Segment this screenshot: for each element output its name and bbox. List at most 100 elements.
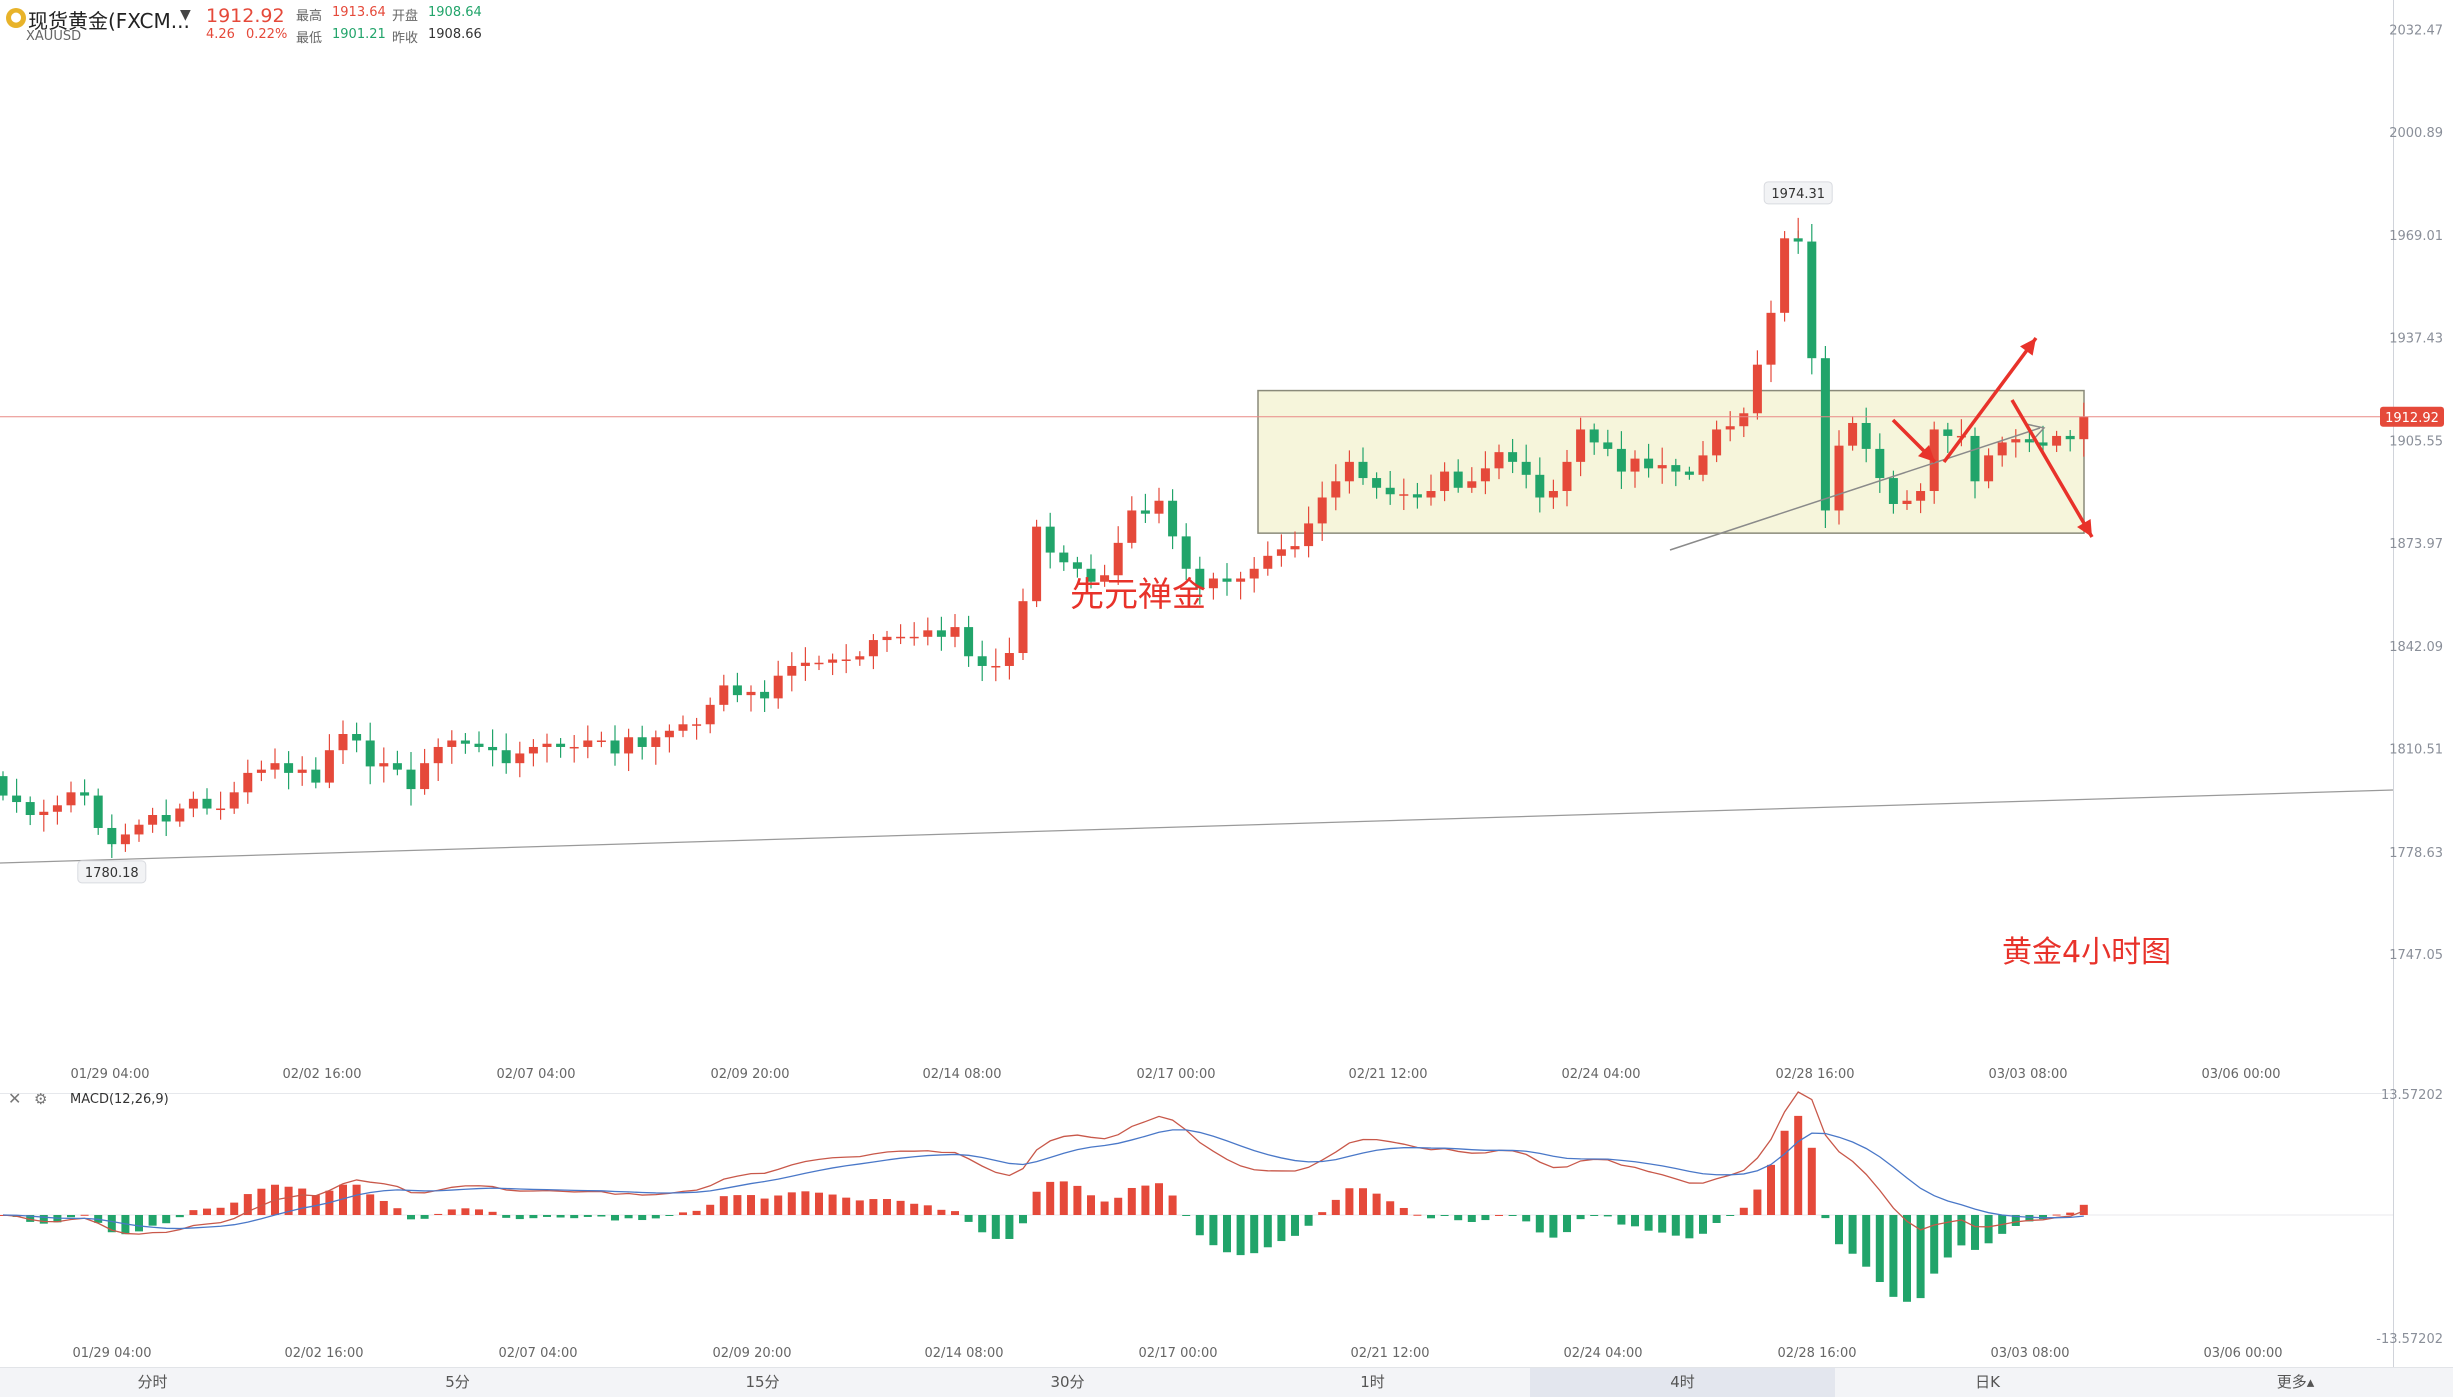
candle-body — [719, 685, 729, 705]
candle-body — [692, 724, 702, 726]
macd-histogram-bar — [570, 1215, 579, 1219]
macd-histogram-bar — [1399, 1207, 1408, 1215]
price-change: 4.26 — [206, 27, 235, 42]
candle-body — [216, 808, 226, 811]
macd-histogram-bar — [1712, 1215, 1721, 1223]
macd-histogram-bar — [556, 1215, 565, 1218]
chevron-down-icon[interactable]: ▼ — [180, 7, 191, 23]
y-tick-label: 1937.43 — [2389, 331, 2443, 346]
instrument-name[interactable]: 现货黄金(FXCM... — [28, 9, 190, 33]
macd-histogram-bar — [1127, 1187, 1136, 1215]
macd-histogram-bar — [624, 1215, 633, 1219]
macd-histogram-bar — [1699, 1215, 1707, 1234]
arrow-up-breakout — [1942, 336, 2038, 464]
candle-body — [1385, 487, 1395, 495]
current-price-tag-label: 1912.92 — [2385, 411, 2439, 426]
macd-histogram-bar — [2011, 1215, 2020, 1226]
candle-body — [2024, 439, 2034, 443]
candle-body — [2038, 442, 2048, 446]
stat-label-low: 最低 — [296, 31, 323, 46]
macd-histogram-bar — [1875, 1215, 1884, 1283]
candle-body — [1440, 471, 1450, 492]
macd-histogram-bar — [379, 1200, 388, 1215]
candle-body — [1222, 578, 1232, 582]
gold-coin-icon: ● — [6, 8, 26, 28]
tab-30min[interactable]: 30分 — [1050, 1373, 1085, 1391]
macd-histogram-bar — [1141, 1185, 1150, 1215]
instrument-header: ● 现货黄金(FXCM... ▼ XAUUSD 1912.92 4.26 0.2… — [0, 0, 700, 50]
tab-15min[interactable]: 15分 — [745, 1373, 780, 1391]
macd-histogram-bar — [1794, 1115, 1803, 1215]
candle-body — [148, 815, 158, 825]
macd-x-tick-label: 02/24 04:00 — [1563, 1346, 1642, 1361]
candle-body — [1861, 422, 1871, 449]
candle-body — [352, 734, 362, 741]
candle-body — [1100, 575, 1110, 582]
candle-body — [923, 630, 933, 637]
macd-histogram-bar — [529, 1215, 538, 1219]
macd-dea-line — [2, 1129, 2084, 1230]
macd-x-tick-label: 02/02 16:00 — [284, 1346, 363, 1361]
candle-body — [1616, 448, 1626, 472]
macd-histogram-bar — [1440, 1215, 1449, 1216]
macd-histogram-bar — [991, 1215, 1000, 1239]
candle-body — [678, 724, 688, 731]
candle-body — [1004, 653, 1014, 666]
candle-body — [868, 640, 878, 657]
rising-trendline — [1669, 427, 2041, 551]
macd-histogram-bar — [910, 1203, 919, 1215]
macd-histogram-bar — [203, 1208, 211, 1215]
candle-body — [1684, 471, 1694, 475]
candle-body — [1766, 312, 1776, 365]
x-tick-label: 02/28 16:00 — [1775, 1067, 1854, 1082]
candle-body — [93, 795, 103, 828]
tab-1min[interactable]: 分时 — [137, 1373, 168, 1391]
macd-histogram-bar — [611, 1215, 619, 1221]
macd-histogram-bar — [679, 1212, 687, 1215]
candle-body — [1208, 578, 1218, 589]
macd-histogram-bar — [733, 1195, 742, 1215]
last-price: 1912.92 — [206, 5, 285, 27]
y-tick-label: 1969.01 — [2389, 229, 2443, 244]
macd-histogram-bar — [855, 1200, 864, 1215]
timeframe-tab-bar: 分时 5分 15分 30分 1时 4时 日K 更多▴ — [0, 1367, 2453, 1397]
macd-histogram-bar — [1957, 1215, 1966, 1246]
candle-body — [1576, 429, 1586, 462]
candlestick-chart[interactable]: 2032.47 2000.89 1969.01 1937.43 1905.55 1873.… — [0, 0, 2453, 1367]
macd-histogram-bar — [298, 1188, 307, 1215]
macd-histogram-bar — [1753, 1189, 1762, 1215]
tab-more[interactable]: 更多▴ — [2276, 1373, 2315, 1391]
tab-4hour[interactable]: 4时 — [1530, 1368, 1835, 1397]
macd-histogram-bar — [1100, 1201, 1109, 1215]
macd-histogram-bar — [1263, 1215, 1272, 1248]
candle-body — [896, 636, 906, 639]
macd-histogram-bar — [1658, 1215, 1667, 1233]
chart-note-text: 黄金4小时图 — [2002, 935, 2171, 970]
candle-body — [1644, 458, 1654, 469]
tab-5min[interactable]: 5分 — [445, 1373, 470, 1391]
candle-body — [1168, 500, 1178, 537]
candle-body — [1725, 426, 1735, 430]
macd-histogram-bar — [243, 1194, 252, 1215]
candle-body — [936, 630, 946, 637]
candle-body — [270, 763, 280, 770]
candle-body — [447, 740, 457, 747]
macd-histogram-bar — [543, 1215, 551, 1217]
x-tick-label: 01/29 04:00 — [70, 1067, 149, 1082]
macd-histogram-bar — [1767, 1164, 1775, 1215]
macd-histogram-bar — [1291, 1215, 1299, 1236]
macd-histogram-bar — [67, 1215, 75, 1218]
macd-histogram-bar — [883, 1199, 891, 1215]
macd-histogram-bar — [2079, 1204, 2088, 1215]
candle-body — [814, 662, 824, 665]
macd-x-tick-label: 02/14 08:00 — [924, 1346, 1003, 1361]
candle-body — [950, 627, 960, 637]
candle-body — [284, 763, 294, 773]
tab-1hour[interactable]: 1时 — [1360, 1373, 1385, 1391]
macd-histogram-bar — [706, 1204, 715, 1215]
tab-daily[interactable]: 日K — [1975, 1373, 2000, 1391]
candle-body — [120, 834, 130, 845]
macd-histogram-bar — [515, 1215, 524, 1220]
macd-histogram-bar — [1889, 1215, 1898, 1297]
candle-body — [202, 798, 212, 809]
